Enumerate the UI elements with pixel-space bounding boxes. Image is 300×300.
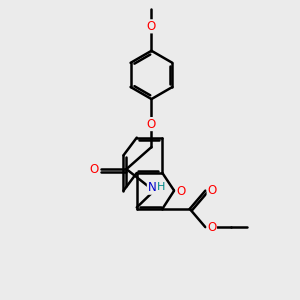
Text: O: O [147,118,156,130]
Text: O: O [207,220,217,234]
Text: O: O [176,185,185,198]
Text: O: O [147,20,156,33]
Text: O: O [89,163,99,176]
Text: H: H [157,182,165,192]
Text: O: O [207,184,217,197]
Text: N: N [147,181,156,194]
